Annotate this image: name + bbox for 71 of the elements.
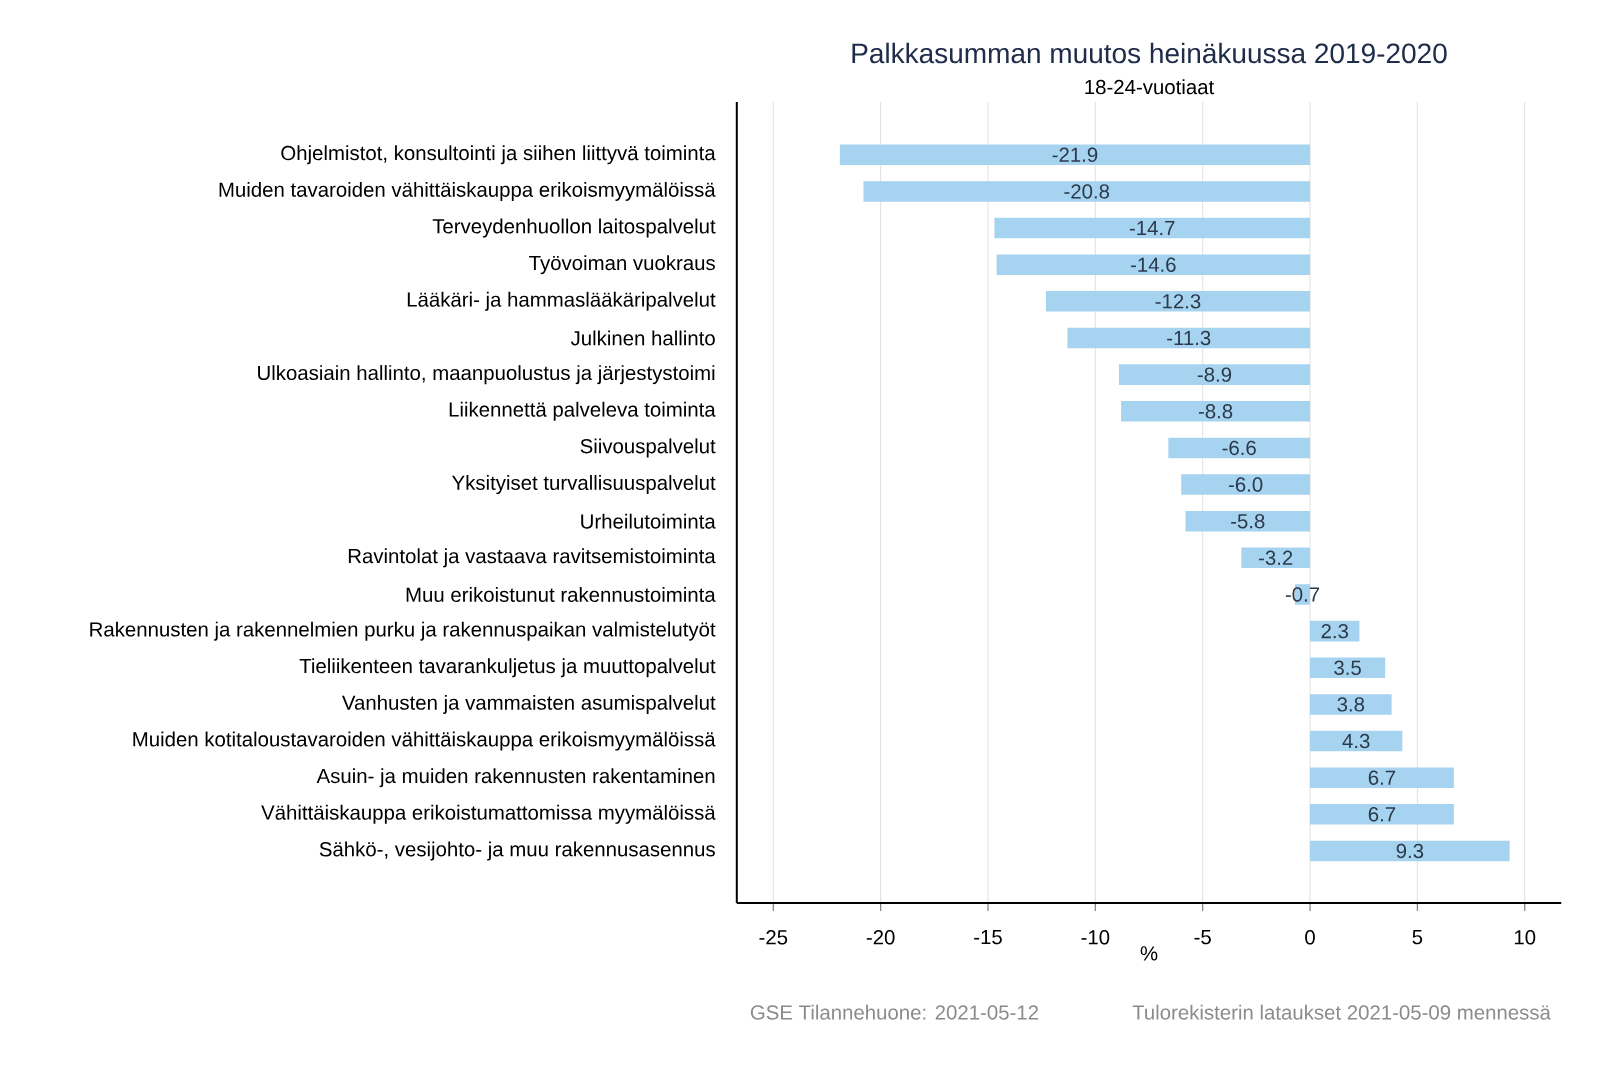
y-tick-label: Rakennusten ja rakennelmien purku ja rakennuspaikan valmistelutyöt (90, 621, 716, 641)
text: Tulorekisterin lataukset 2021-05-09 mennessä (1132, 1004, 1551, 1020)
y-tick-label: Työvoiman vuokraus (529, 255, 715, 275)
data-label: 4.3 (1342, 733, 1370, 749)
data-label: -6.0 (1228, 477, 1263, 492)
data-label: -8.8 (1198, 403, 1233, 419)
data-label: 2.3 (1321, 623, 1348, 639)
data-label: 3.5 (1334, 660, 1361, 675)
bar (994, 217, 1311, 239)
data-label: 6.7 (1368, 806, 1396, 822)
data-label: 6.7 (1368, 770, 1396, 785)
x-tick-label: -25 (759, 929, 788, 945)
y-tick-label: Yksityiset turvallisuuspalvelut (452, 474, 716, 494)
bar (1118, 364, 1311, 385)
x-tick-label: -15 (974, 929, 1002, 945)
y-tick-label: Vanhusten ja vammaisten asumispalvelut (342, 694, 716, 714)
bar (1121, 400, 1311, 422)
y-tick-label: Tieliikenteen tavarankuljetus ja muuttopalvelut (299, 658, 716, 678)
y-tick-label: Lääkäri- ja hammaslääkäripalvelut (407, 291, 716, 311)
data-label: -14.6 (1130, 257, 1176, 272)
y-tick-label: Muu erikoistunut rakennustoiminta (406, 586, 716, 602)
data-label: 3.8 (1337, 696, 1365, 712)
chart-subtitle: 18-24-vuotiaat (1085, 79, 1215, 95)
text: GSE Tilannehuone: 2021-05-12 (750, 1004, 1038, 1020)
y-tick-label: Ravintolat ja vastaava ravitsemistoiminta (348, 548, 716, 568)
bar (996, 254, 1311, 275)
data-label: -0.7 (1285, 587, 1320, 602)
bar (1310, 693, 1392, 715)
y-tick-label: Ulkoasiain hallinto, maanpuolustus ja järjestystoimi (258, 364, 715, 384)
chart-title: Palkkasumman muutos heinäkuussa 2019-2020 (852, 42, 1447, 64)
x-tick-label: -10 (1081, 929, 1110, 945)
y-tick-label: Siivouspalvelut (580, 438, 716, 458)
bar (1168, 437, 1311, 458)
bar (839, 144, 1311, 165)
y-tick-label: Ohjelmistot, konsultointi ja siihen liittyvä toiminta (281, 145, 716, 165)
data-label: -6.6 (1222, 440, 1256, 455)
x-tick-label: 0 (1305, 929, 1315, 945)
y-tick-label: Asuin- ja muiden rakennusten rakentaminen (316, 767, 715, 787)
bar (1310, 767, 1454, 788)
y-tick-label: Terveydenhuollon laitospalvelut (432, 218, 716, 238)
bar (1310, 730, 1403, 752)
bar (1241, 547, 1311, 568)
bar (1067, 327, 1311, 349)
data-label: -3.2 (1259, 550, 1293, 565)
data-label: -12.3 (1155, 293, 1201, 309)
y-tick-label: Muiden tavaroiden vähittäiskauppa erikoismyymälöissä (219, 181, 716, 201)
y-tick-label: Muiden kotitaloustavaroiden vähittäiskauppa erikoismyymälöissä (133, 731, 716, 751)
data-label: -11.3 (1167, 330, 1211, 345)
bar (1045, 290, 1311, 312)
y-tick-label: Julkinen hallinto (570, 330, 715, 346)
y-tick-label: Vähittäiskauppa erikoistumattomissa myymälöissä (261, 804, 716, 824)
x-tick-label: -5 (1194, 929, 1211, 945)
data-label: -20.8 (1064, 184, 1110, 199)
data-label: -8.9 (1197, 367, 1232, 382)
bar (1185, 510, 1311, 532)
x-axis-title: % (1140, 946, 1158, 961)
x-tick-label: 5 (1412, 929, 1423, 945)
bar (863, 180, 1311, 202)
data-label: -5.8 (1231, 513, 1265, 529)
x-tick-label: 10 (1514, 929, 1536, 945)
x-tick-label: -20 (866, 929, 895, 945)
bar (1310, 803, 1454, 825)
data-label: -14.7 (1129, 220, 1175, 235)
data-label: -21.9 (1052, 147, 1098, 162)
y-tick-label: Urheilutoiminta (581, 513, 716, 529)
y-tick-label: Liikennettä palveleva toiminta (449, 401, 716, 421)
data-label: 9.3 (1396, 843, 1424, 858)
bar (1310, 840, 1510, 862)
y-tick-label: Sähkö-, vesijohto- ja muu rakennusasennus (319, 841, 715, 861)
bar (1310, 657, 1386, 678)
bar (1181, 474, 1311, 495)
